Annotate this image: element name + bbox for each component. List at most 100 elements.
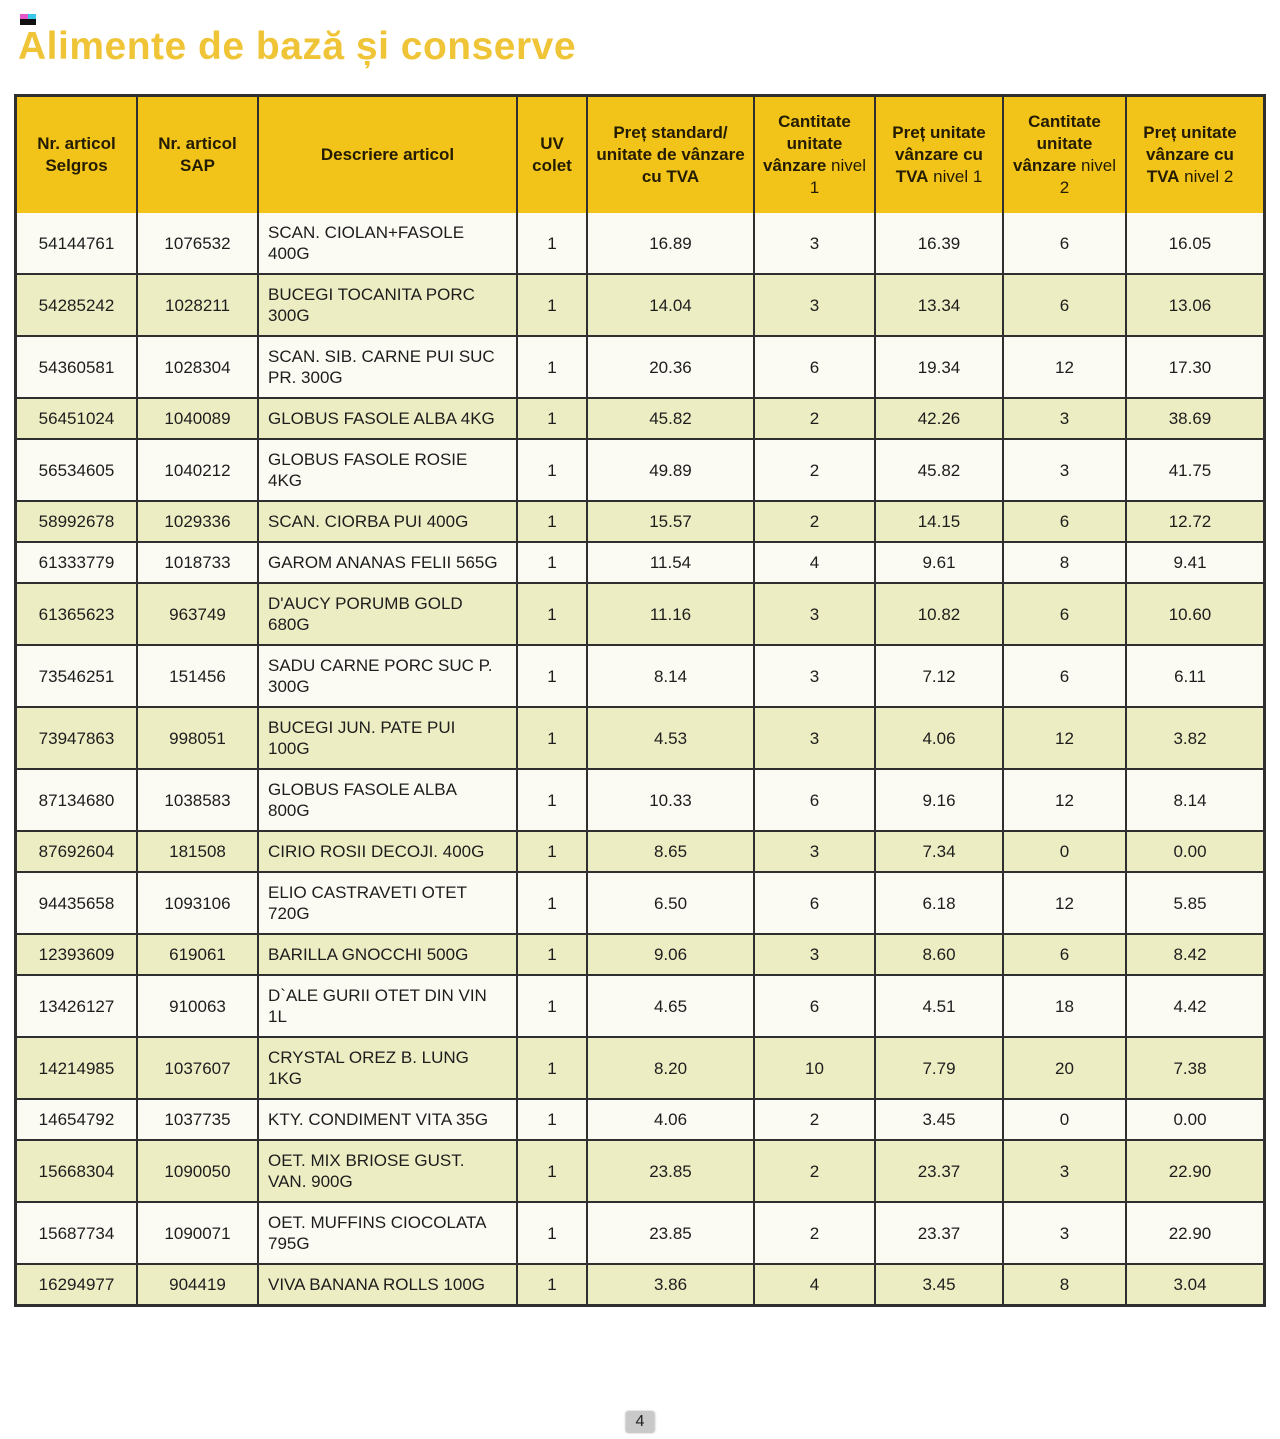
cell-cantitate-unitate-vanzare-nivel-1: 6 [753, 976, 874, 1036]
cell-nr-articol-selgros: 54144761 [38, 233, 115, 253]
cell-cantitate-unitate-vanzare-nivel-1: 2 [753, 399, 874, 438]
cell-nr-articol-selgros: 94435658 [38, 893, 115, 913]
cell-pret-standard-cu-tva: 11.16 [586, 584, 753, 644]
cell-descriere-articol: D`ALE GURII OTET DIN VIN 1L [257, 976, 516, 1036]
cell-cantitate-unitate-vanzare-nivel-2: 3 [1002, 1141, 1125, 1201]
cell-cantitate-unitate-vanzare-nivel-2: 0 [1002, 1100, 1125, 1139]
header-nr-articol-selgros: Nr. articol Selgros [37, 134, 116, 175]
cell-pret-unitate-vanzare-cu-tva-nivel-2: 6.11 [1125, 646, 1253, 706]
cell-descriere-articol: OET. MUFFINS CIOCOLATA 795G [257, 1203, 516, 1263]
cell-cantitate-unitate-vanzare-nivel-2: 0 [1002, 832, 1125, 871]
cell-nr-articol-sap: 904419 [136, 1265, 257, 1304]
cell-cantitate-unitate-vanzare-nivel-2: 12 [1002, 873, 1125, 933]
cell-uv-colet: 1 [516, 708, 586, 768]
cell-pret-unitate-vanzare-cu-tva-nivel-1: 23.37 [874, 1203, 1002, 1263]
cell-nr-articol-selgros: 73947863 [38, 728, 115, 748]
cell-pret-unitate-vanzare-cu-tva-nivel-2: 9.41 [1125, 543, 1253, 582]
cell-uv-colet: 1 [516, 873, 586, 933]
cell-nr-articol-sap: 1018733 [136, 543, 257, 582]
cell-cantitate-unitate-vanzare-nivel-2: 8 [1002, 543, 1125, 582]
header-uv-colet: UV colet [516, 97, 586, 213]
cell-cantitate-unitate-vanzare-nivel-1: 3 [753, 213, 874, 273]
cell-descriere-articol: SCAN. CIOLAN+FASOLE 400G [257, 213, 516, 273]
table-row: 73947863 998051 BUCEGI JUN. PATE PUI 100G 1… [17, 706, 1263, 768]
cell-cantitate-unitate-vanzare-nivel-1: 6 [753, 770, 874, 830]
table-row: 61333779 1018733 GAROM ANANAS FELII 565G 1 1… [17, 541, 1263, 582]
cell-cantitate-unitate-vanzare-nivel-2: 20 [1002, 1038, 1125, 1098]
cell-pret-standard-cu-tva: 15.57 [586, 502, 753, 541]
cell-descriere-articol: CRYSTAL OREZ B. LUNG 1KG [257, 1038, 516, 1098]
cell-cantitate-unitate-vanzare-nivel-2: 6 [1002, 935, 1125, 974]
cell-cantitate-unitate-vanzare-nivel-2: 3 [1002, 440, 1125, 500]
cell-cantitate-unitate-vanzare-nivel-2: 8 [1002, 1265, 1125, 1304]
table-row: 14654792 1037735 KTY. CONDIMENT VITA 35G 1 4… [17, 1098, 1263, 1139]
header-pret-standard: Preț standard/ unitate de vânzare cu TVA [586, 97, 753, 213]
cell-pret-standard-cu-tva: 45.82 [586, 399, 753, 438]
cell-cantitate-unitate-vanzare-nivel-2: 12 [1002, 770, 1125, 830]
cell-nr-articol-selgros: 61365623 [38, 604, 115, 624]
cell-descriere-articol: GAROM ANANAS FELII 565G [257, 543, 516, 582]
cell-pret-unitate-vanzare-cu-tva-nivel-2: 8.42 [1125, 935, 1253, 974]
cell-nr-articol-selgros: 15668304 [38, 1161, 115, 1181]
cell-pret-standard-cu-tva: 16.89 [586, 213, 753, 273]
cell-descriere-articol: OET. MIX BRIOSE GUST. VAN. 900G [257, 1141, 516, 1201]
cell-pret-standard-cu-tva: 23.85 [586, 1203, 753, 1263]
table-row: 87134680 1038583 GLOBUS FASOLE ALBA 800G 1 1… [17, 768, 1263, 830]
table-row: 61365623 963749 D'AUCY PORUMB GOLD 680G 1 11… [17, 582, 1263, 644]
cell-nr-articol-selgros: 16294977 [38, 1275, 115, 1294]
cell-pret-unitate-vanzare-cu-tva-nivel-2: 8.14 [1125, 770, 1253, 830]
cell-descriere-articol: SCAN. SIB. CARNE PUI SUC PR. 300G [257, 337, 516, 397]
cell-nr-articol-sap: 1093106 [136, 873, 257, 933]
cell-pret-unitate-vanzare-cu-tva-nivel-2: 17.30 [1125, 337, 1253, 397]
table-body: 54144761 1076532 SCAN. CIOLAN+FASOLE 400G 1… [17, 213, 1263, 1304]
price-table: Nr. articol Selgros Nr. articol SAP Desc… [14, 94, 1266, 1307]
cell-pret-unitate-vanzare-cu-tva-nivel-2: 22.90 [1125, 1141, 1253, 1201]
table-row: 94435658 1093106 ELIO CASTRAVETI OTET 720G… [17, 871, 1263, 933]
cell-descriere-articol: GLOBUS FASOLE ROSIE 4KG [257, 440, 516, 500]
cell-uv-colet: 1 [516, 935, 586, 974]
cell-pret-unitate-vanzare-cu-tva-nivel-2: 41.75 [1125, 440, 1253, 500]
cell-cantitate-unitate-vanzare-nivel-1: 2 [753, 1203, 874, 1263]
cell-nr-articol-selgros: 54360581 [38, 357, 115, 377]
cell-pret-unitate-vanzare-cu-tva-nivel-2: 0.00 [1125, 832, 1253, 871]
table-row: 73546251 151456 SADU CARNE PORC SUC P. 300… [17, 644, 1263, 706]
cell-cantitate-unitate-vanzare-nivel-1: 3 [753, 832, 874, 871]
cell-pret-unitate-vanzare-cu-tva-nivel-1: 16.39 [874, 213, 1002, 273]
cell-pret-unitate-vanzare-cu-tva-nivel-2: 38.69 [1125, 399, 1253, 438]
cell-nr-articol-sap: 1040212 [136, 440, 257, 500]
cell-pret-unitate-vanzare-cu-tva-nivel-2: 13.06 [1125, 275, 1253, 335]
cell-uv-colet: 1 [516, 213, 586, 273]
cell-nr-articol-selgros: 54285242 [38, 295, 115, 315]
cell-uv-colet: 1 [516, 502, 586, 541]
cell-descriere-articol: BARILLA GNOCCHI 500G [257, 935, 516, 974]
cell-nr-articol-sap: 151456 [136, 646, 257, 706]
cell-descriere-articol: GLOBUS FASOLE ALBA 800G [257, 770, 516, 830]
cell-descriere-articol: CIRIO ROSII DECOJI. 400G [257, 832, 516, 871]
cell-pret-unitate-vanzare-cu-tva-nivel-1: 9.16 [874, 770, 1002, 830]
cell-nr-articol-selgros: 14654792 [38, 1110, 115, 1129]
cell-descriere-articol: KTY. CONDIMENT VITA 35G [257, 1100, 516, 1139]
cell-pret-unitate-vanzare-cu-tva-nivel-1: 45.82 [874, 440, 1002, 500]
cell-descriere-articol: BUCEGI JUN. PATE PUI 100G [257, 708, 516, 768]
table-row: 58992678 1029336 SCAN. CIORBA PUI 400G 1 15.… [17, 500, 1263, 541]
page-number-badge: 4 [625, 1411, 655, 1433]
cell-nr-articol-selgros: 73546251 [38, 666, 115, 686]
cell-pret-unitate-vanzare-cu-tva-nivel-2: 4.42 [1125, 976, 1253, 1036]
cell-pret-standard-cu-tva: 6.50 [586, 873, 753, 933]
cell-nr-articol-sap: 998051 [136, 708, 257, 768]
cell-cantitate-unitate-vanzare-nivel-1: 3 [753, 275, 874, 335]
cell-cantitate-unitate-vanzare-nivel-2: 12 [1002, 708, 1125, 768]
cell-pret-unitate-vanzare-cu-tva-nivel-2: 16.05 [1125, 213, 1253, 273]
cell-cantitate-unitate-vanzare-nivel-2: 3 [1002, 399, 1125, 438]
cell-nr-articol-sap: 910063 [136, 976, 257, 1036]
cell-nr-articol-sap: 1028211 [136, 275, 257, 335]
cell-descriere-articol: SCAN. CIORBA PUI 400G [257, 502, 516, 541]
cell-pret-standard-cu-tva: 8.20 [586, 1038, 753, 1098]
table-row: 54360581 1028304 SCAN. SIB. CARNE PUI SUC … [17, 335, 1263, 397]
cell-pret-standard-cu-tva: 4.65 [586, 976, 753, 1036]
cell-pret-unitate-vanzare-cu-tva-nivel-1: 10.82 [874, 584, 1002, 644]
cell-cantitate-unitate-vanzare-nivel-1: 4 [753, 543, 874, 582]
cell-pret-unitate-vanzare-cu-tva-nivel-1: 7.34 [874, 832, 1002, 871]
cell-pret-unitate-vanzare-cu-tva-nivel-1: 7.12 [874, 646, 1002, 706]
cell-pret-unitate-vanzare-cu-tva-nivel-1: 7.79 [874, 1038, 1002, 1098]
